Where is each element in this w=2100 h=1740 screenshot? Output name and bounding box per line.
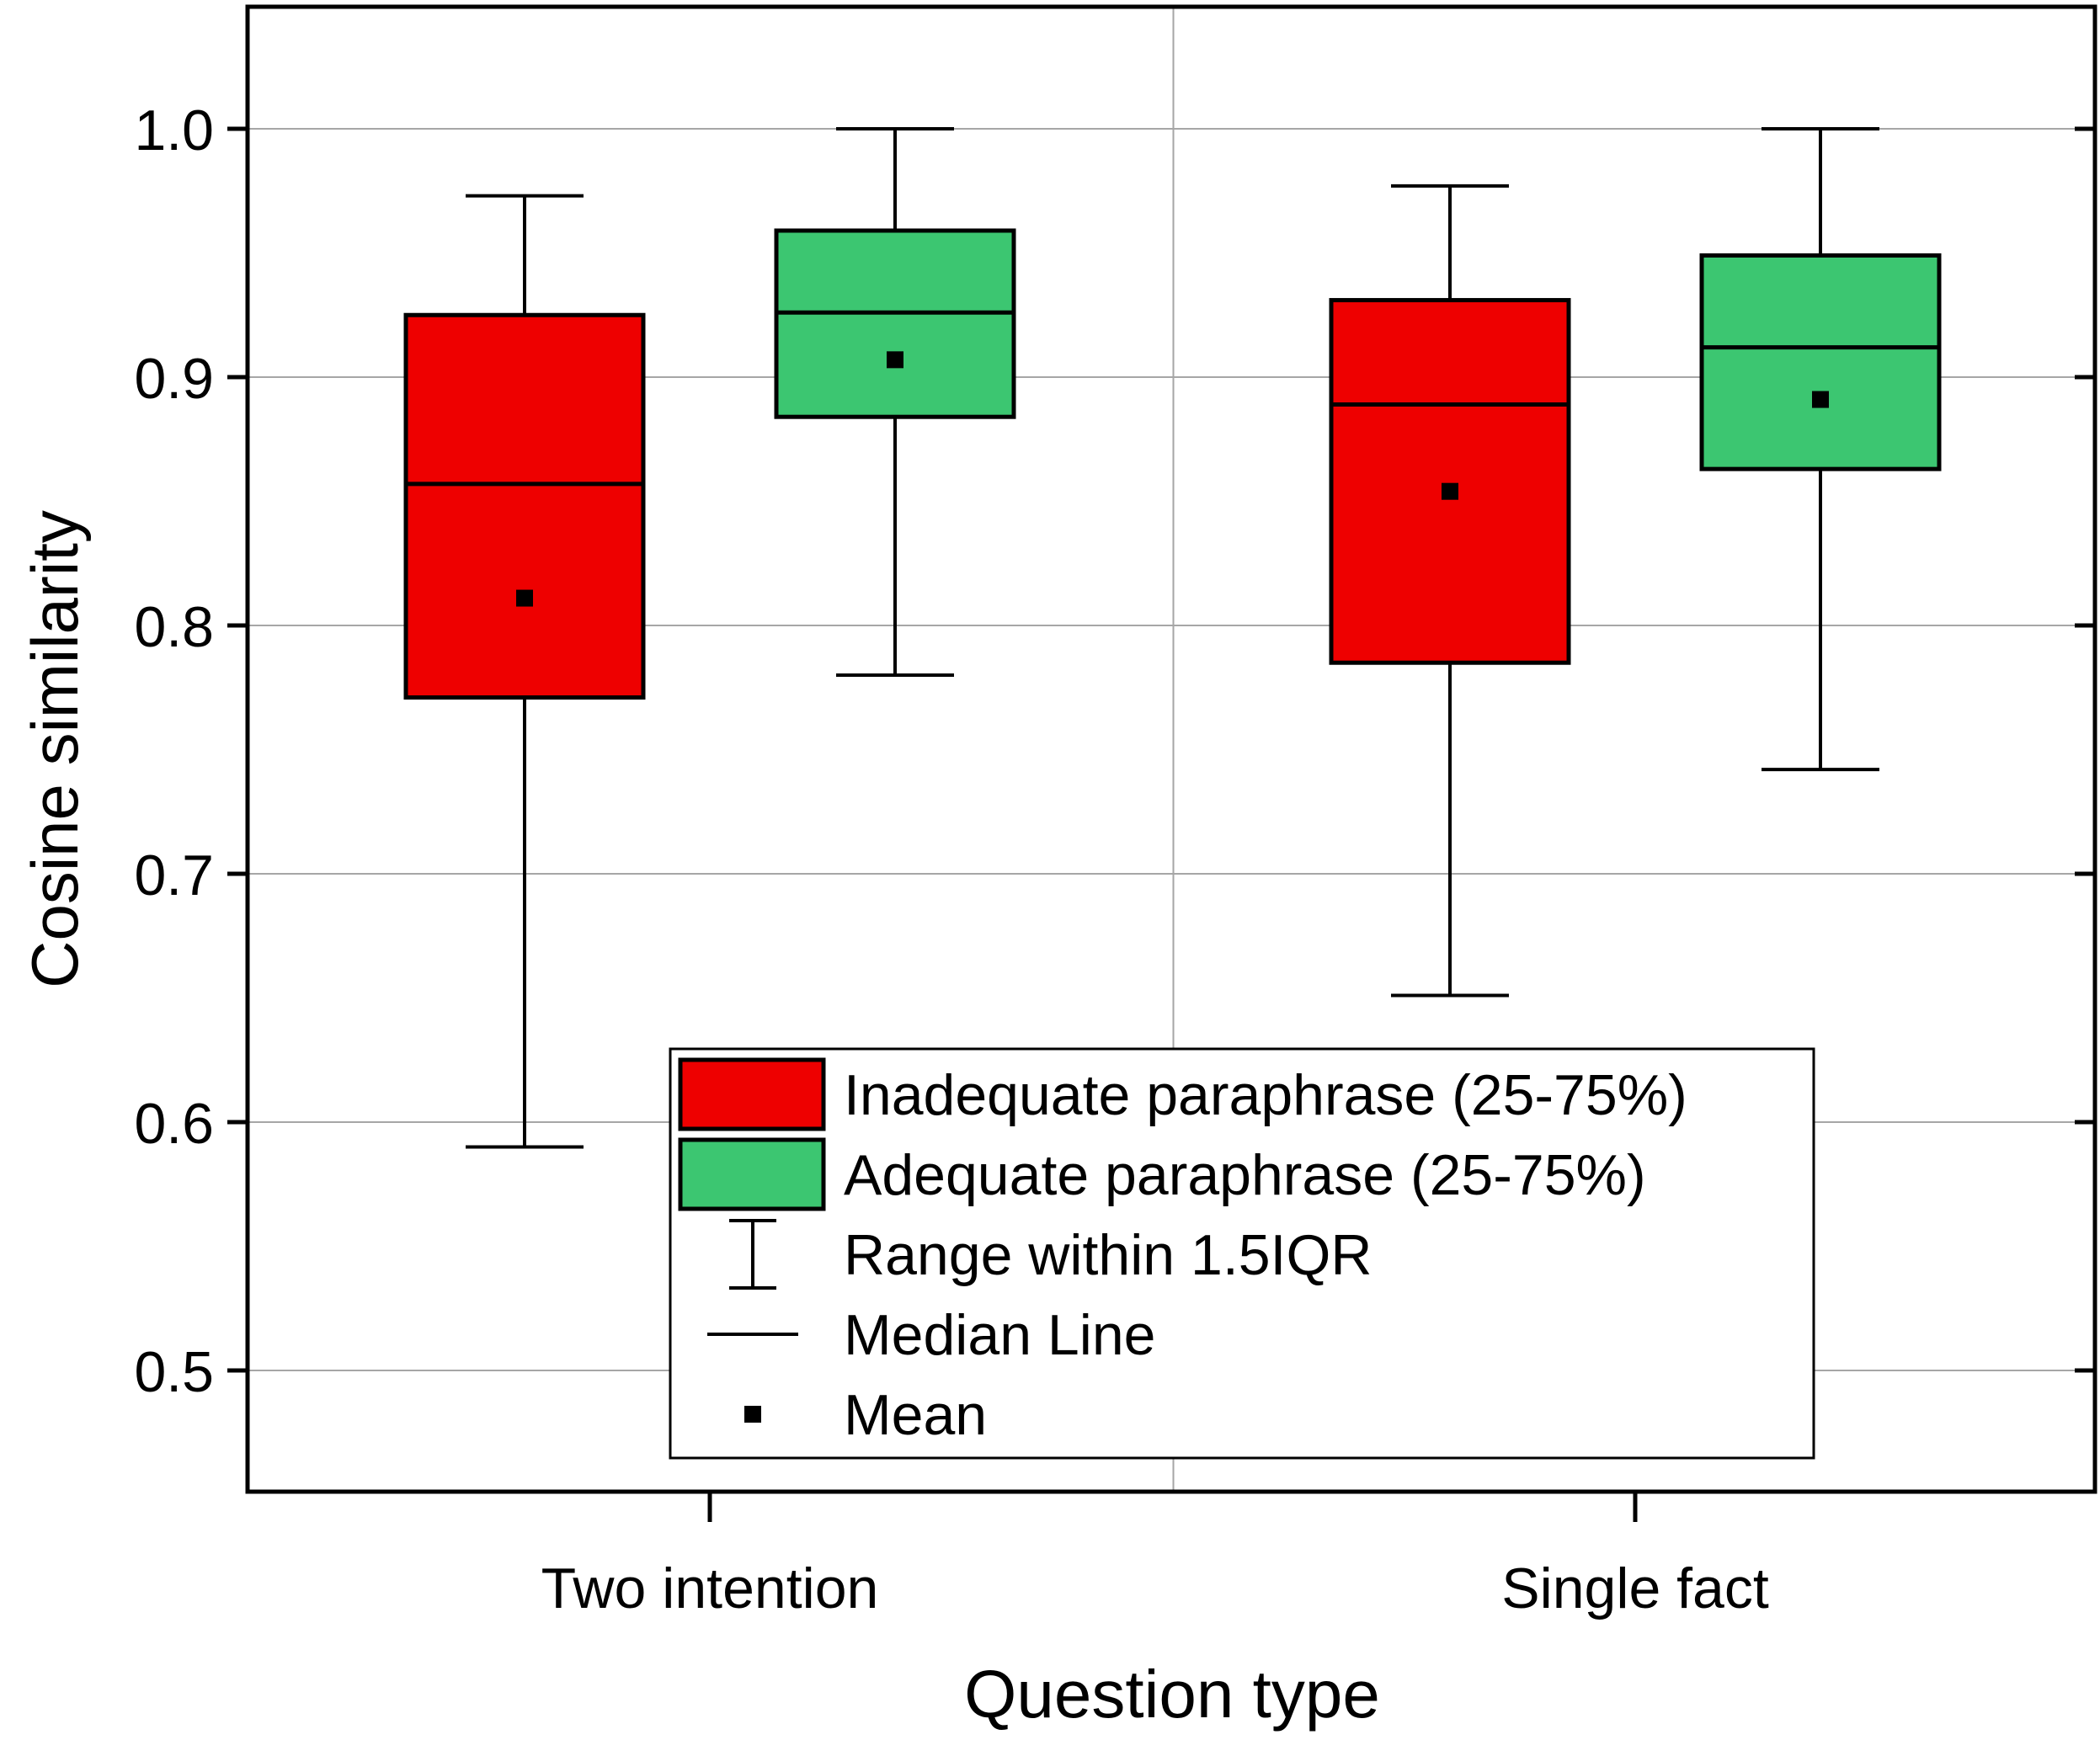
legend-label: Adequate paraphrase (25-75%) bbox=[844, 1143, 1646, 1207]
y-tick-label: 1.0 bbox=[134, 98, 214, 162]
legend-mean-marker bbox=[744, 1406, 761, 1423]
y-axis-label: Cosine similarity bbox=[18, 510, 92, 988]
y-tick-label: 0.8 bbox=[134, 595, 214, 659]
legend-label: Median Line bbox=[844, 1303, 1155, 1367]
x-tick-label: Single fact bbox=[1501, 1556, 1769, 1620]
y-tick-label: 0.6 bbox=[134, 1092, 214, 1156]
iqr-box bbox=[774, 228, 1016, 419]
legend-box bbox=[669, 1047, 1815, 1460]
box-1-1 bbox=[1699, 127, 1942, 772]
box-0-1 bbox=[1329, 184, 1571, 998]
legend: Inadequate paraphrase (25-75%) Adequate p… bbox=[669, 1047, 1815, 1460]
boxes bbox=[403, 127, 1942, 1149]
iqr-box bbox=[1699, 253, 1942, 471]
x-tick-label: Two intention bbox=[541, 1556, 879, 1620]
y-tick-label: 0.7 bbox=[134, 843, 214, 907]
legend-label: Mean bbox=[844, 1383, 987, 1447]
iqr-box bbox=[403, 312, 646, 700]
iqr-box bbox=[1329, 298, 1571, 665]
legend-swatch bbox=[678, 1057, 826, 1131]
box-0-0 bbox=[403, 194, 646, 1149]
legend-label: Inadequate paraphrase (25-75%) bbox=[844, 1063, 1687, 1127]
x-axis-label: Question type bbox=[964, 1657, 1380, 1732]
legend-label: Range within 1.5IQR bbox=[844, 1223, 1372, 1287]
y-tick-label: 0.5 bbox=[134, 1340, 214, 1404]
y-tick-label: 0.9 bbox=[134, 347, 214, 411]
mean-marker bbox=[516, 589, 533, 607]
mean-marker bbox=[1442, 482, 1458, 500]
mean-marker bbox=[1812, 391, 1829, 408]
box-1-0 bbox=[774, 127, 1016, 677]
legend-swatch bbox=[678, 1137, 826, 1211]
axis-ticks: 0.5 0.6 0.7 0.8 0.9 1.0 Two intention Single fa… bbox=[134, 98, 2095, 1620]
mean-marker bbox=[887, 351, 903, 369]
plot-frame bbox=[245, 4, 2097, 1494]
